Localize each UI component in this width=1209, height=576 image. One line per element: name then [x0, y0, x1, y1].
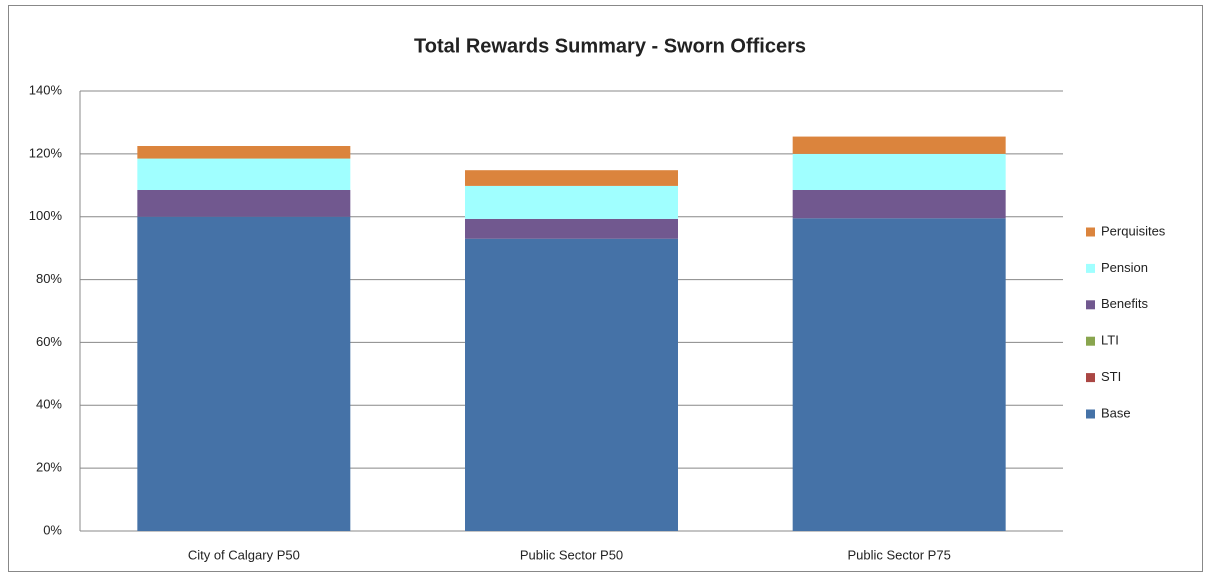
legend-swatch	[1086, 336, 1095, 346]
legend-swatch	[1086, 373, 1095, 383]
bar-segment	[137, 190, 351, 217]
legend-swatch	[1086, 227, 1095, 237]
bar-segment	[137, 216, 351, 531]
x-tick-label: City of Calgary P50	[188, 547, 300, 562]
legend-swatch	[1086, 263, 1095, 273]
y-tick-label: 140%	[29, 82, 63, 97]
x-tick-label: Public Sector P75	[847, 547, 950, 562]
legend-label: LTI	[1101, 333, 1119, 348]
bar-segment	[465, 170, 678, 186]
legend-label: STI	[1101, 369, 1121, 384]
y-tick-label: 120%	[29, 145, 63, 160]
bar-segment	[792, 153, 1006, 190]
bar-segment	[792, 136, 1006, 154]
legend-label: Benefits	[1101, 296, 1148, 311]
legend-label: Perquisites	[1101, 223, 1166, 238]
y-tick-label: 60%	[36, 334, 62, 349]
y-tick-label: 0%	[43, 522, 62, 537]
legend-swatch	[1086, 300, 1095, 310]
bar-segment	[137, 146, 351, 159]
bar-segment	[792, 218, 1006, 532]
bar-segment	[465, 218, 678, 239]
y-tick-label: 100%	[29, 208, 63, 223]
bar-segment	[465, 185, 678, 219]
bar-segment	[137, 158, 351, 190]
chart-title: Total Rewards Summary - Sworn Officers	[414, 35, 806, 57]
legend-label: Pension	[1101, 260, 1148, 275]
y-tick-label: 40%	[36, 397, 62, 412]
bar-segment	[465, 238, 678, 531]
y-tick-label: 20%	[36, 460, 62, 475]
x-tick-label: Public Sector P50	[520, 547, 623, 562]
y-tick-label: 80%	[36, 271, 62, 286]
legend-label: Base	[1101, 405, 1131, 420]
legend-swatch	[1086, 409, 1095, 419]
bar-segment	[792, 190, 1006, 219]
